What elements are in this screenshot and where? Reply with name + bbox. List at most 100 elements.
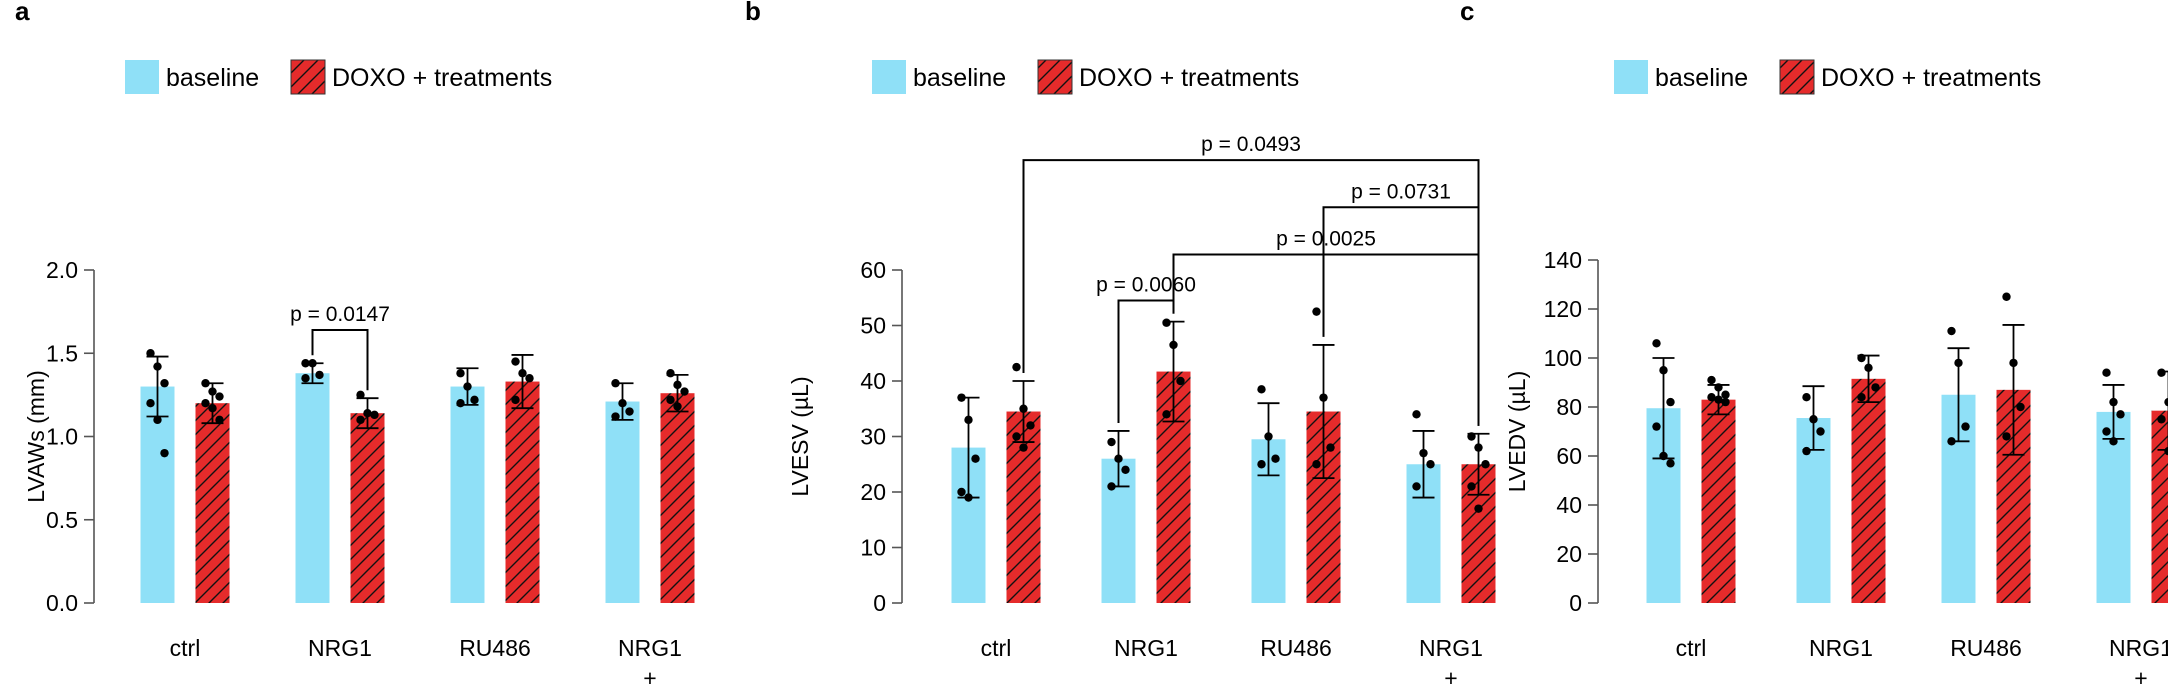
category-label: RU486 xyxy=(1260,635,1332,661)
y-axis-label: LVEDV (µL) xyxy=(1504,371,1530,492)
group-1: NRG1 xyxy=(295,359,385,661)
data-point xyxy=(356,415,365,425)
group-3: NRG1 + RU486 xyxy=(605,369,695,700)
data-point xyxy=(2109,437,2118,446)
data-point xyxy=(1666,459,1675,468)
data-point xyxy=(1954,358,1963,368)
data-point xyxy=(680,387,689,396)
data-point xyxy=(370,410,379,420)
data-point xyxy=(2164,446,2168,456)
legend-swatch-baseline xyxy=(1614,60,1648,94)
data-point xyxy=(673,380,682,390)
data-point xyxy=(1419,448,1428,458)
data-point xyxy=(511,395,520,405)
legend-swatch-treatment xyxy=(1037,59,1073,95)
y-tick-label: 1.5 xyxy=(46,340,78,366)
data-point xyxy=(463,382,472,391)
data-point xyxy=(957,487,966,497)
data-point xyxy=(208,387,217,396)
data-point xyxy=(1026,421,1035,430)
data-point xyxy=(1481,460,1490,469)
data-point xyxy=(2157,368,2166,377)
significance-bracket: p = 0.0731 xyxy=(1322,180,1480,426)
legend-label-treatment: DOXO + treatments xyxy=(1079,64,1299,92)
bar-treatment xyxy=(195,403,230,603)
category-label: ctrl xyxy=(1676,635,1707,661)
data-point xyxy=(2016,402,2025,412)
data-point xyxy=(1802,446,1811,456)
data-point xyxy=(201,379,210,388)
data-point xyxy=(1871,383,1880,392)
data-point xyxy=(1474,443,1483,452)
data-point xyxy=(1857,353,1866,363)
data-point xyxy=(315,370,324,380)
y-tick-label: 0 xyxy=(1569,590,1582,616)
p-value-label: p = 0.0025 xyxy=(1276,227,1376,250)
group-3: NRG1 + RU486 xyxy=(1406,410,1496,700)
data-point xyxy=(2009,358,2018,368)
group-0: ctrl xyxy=(140,349,230,661)
data-point xyxy=(625,407,634,416)
legend: baseline DOXO + treatments xyxy=(1614,59,2041,95)
data-point xyxy=(2002,432,2011,441)
data-point xyxy=(2157,415,2166,424)
category-label: NRG1 xyxy=(1114,635,1178,661)
group-1: NRG1 xyxy=(1796,353,1886,661)
legend-label-treatment: DOXO + treatments xyxy=(1821,64,2041,92)
data-point xyxy=(518,369,527,378)
y-axis-label: LVAWs (mm) xyxy=(23,370,49,502)
y-tick-label: 0.0 xyxy=(46,590,78,616)
data-point xyxy=(1947,326,1956,336)
bar-baseline xyxy=(295,373,330,603)
legend-label-baseline: baseline xyxy=(1655,64,1748,92)
data-point xyxy=(1659,451,1668,461)
data-point xyxy=(1312,460,1321,469)
data-point xyxy=(1652,339,1661,348)
data-point xyxy=(308,359,317,368)
data-point xyxy=(1961,422,1970,431)
data-point xyxy=(1714,395,1723,404)
p-value-label: p = 0.0493 xyxy=(1201,133,1301,156)
data-point xyxy=(215,415,224,425)
legend-label-treatment: DOXO + treatments xyxy=(332,64,552,92)
category-label: + xyxy=(643,665,656,691)
data-point xyxy=(1012,362,1021,372)
significance-bracket: p = 0.0493 xyxy=(1022,133,1480,426)
data-point xyxy=(1721,390,1730,399)
y-axis-label: LVESV (µL) xyxy=(787,376,813,496)
data-point xyxy=(301,359,310,368)
category-label: RU486 xyxy=(1415,695,1487,700)
data-point xyxy=(1121,465,1130,474)
data-point xyxy=(1326,443,1335,452)
data-point xyxy=(1652,422,1661,431)
data-point xyxy=(1107,437,1116,447)
group-3: NRG1 + RU486 xyxy=(2096,368,2168,700)
panel-label: b xyxy=(745,0,761,26)
bracket-line xyxy=(1022,159,1480,426)
data-point xyxy=(1809,415,1818,424)
panel-c: c baseline DOXO + treatments 0 20 40 60 80 100 12… xyxy=(1460,0,2168,700)
data-point xyxy=(964,415,973,425)
data-point xyxy=(153,362,162,371)
legend-swatch-baseline xyxy=(125,60,159,94)
data-point xyxy=(666,395,675,405)
data-point xyxy=(1659,366,1668,375)
y-tick-label: 60 xyxy=(1556,443,1582,469)
data-point xyxy=(146,349,155,358)
data-point xyxy=(1947,437,1956,446)
category-label: + xyxy=(1444,665,1457,691)
group-1: NRG1 xyxy=(1101,318,1191,661)
data-point xyxy=(1319,393,1328,402)
data-point xyxy=(2116,410,2125,419)
y-tick-label: 40 xyxy=(860,368,886,394)
category-label: RU486 xyxy=(459,635,531,661)
data-point xyxy=(1857,393,1866,402)
data-point xyxy=(1012,432,1021,441)
data-point xyxy=(1264,432,1273,441)
p-value-label: p = 0.0731 xyxy=(1351,180,1451,203)
data-point xyxy=(160,379,169,388)
category-label: ctrl xyxy=(170,635,201,661)
y-tick-label: 2.0 xyxy=(46,257,78,283)
data-point xyxy=(1426,460,1435,469)
